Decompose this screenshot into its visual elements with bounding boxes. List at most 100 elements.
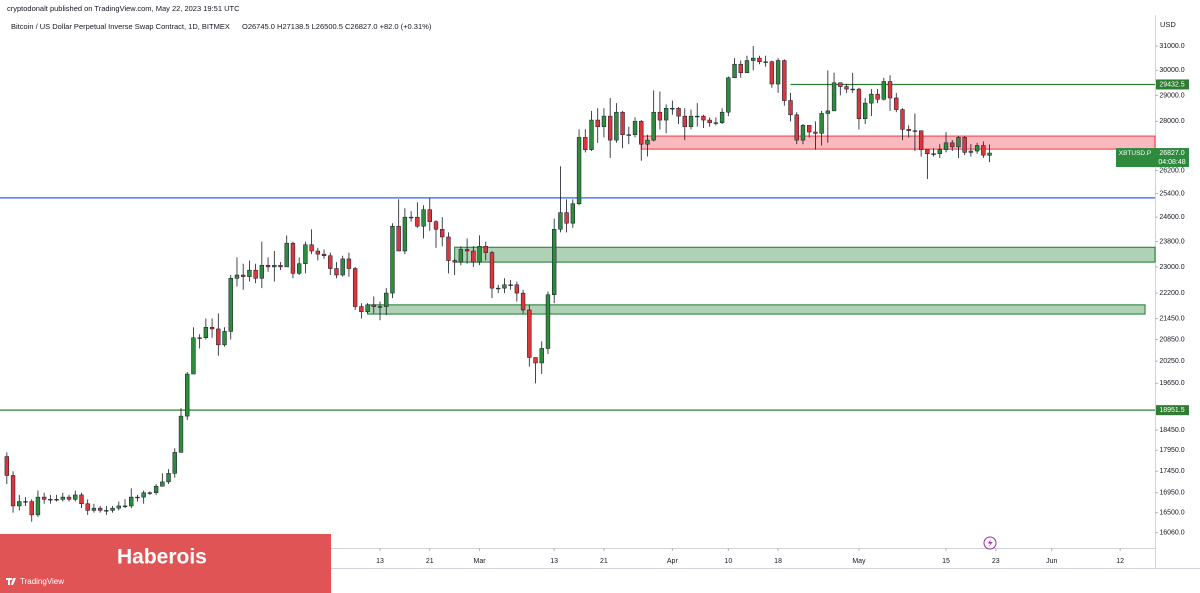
candle-body: [35, 496, 41, 516]
candle-body: [502, 284, 507, 289]
candle-body: [60, 496, 65, 500]
x-tick-label: Mar: [474, 558, 487, 565]
candle-body: [956, 137, 961, 148]
candle-body: [744, 60, 750, 74]
candle-body: [340, 258, 345, 276]
candle-body: [303, 244, 308, 264]
candle-body: [315, 250, 321, 255]
candle-body: [632, 121, 638, 135]
candle-body: [222, 331, 227, 346]
x-tick-label: 13: [550, 558, 558, 565]
y-tick-label: 16060.0: [1159, 529, 1184, 536]
y-tick-label: 17450.0: [1159, 468, 1184, 475]
candle-body: [583, 137, 588, 150]
candle-body: [701, 115, 706, 121]
candle-body: [446, 236, 451, 261]
candle-body: [408, 216, 414, 219]
candle-body: [751, 57, 756, 61]
zone: [640, 135, 1156, 150]
candle-body: [639, 121, 644, 145]
candle-body: [415, 216, 420, 227]
logo-icon: [6, 578, 16, 585]
y-tick-label: 23800.0: [1159, 238, 1184, 245]
candle-body: [875, 93, 880, 100]
candle-body: [129, 496, 134, 507]
y-tick-label: 21450.0: [1159, 315, 1184, 322]
last-price-label: 26827.0: [1159, 150, 1184, 157]
candle-body: [819, 113, 824, 134]
y-tick-label: 18450.0: [1159, 427, 1184, 434]
watermark: Haberois: [117, 546, 207, 569]
candle-body: [209, 326, 215, 330]
y-tick-label: 20250.0: [1159, 358, 1184, 365]
candle-body: [912, 130, 918, 132]
x-tick-label: 13: [376, 558, 384, 565]
candle-body: [769, 61, 775, 85]
candle-body: [558, 212, 563, 230]
candle-body: [48, 499, 53, 501]
candle-body: [894, 97, 899, 110]
x-tick-label: 21: [426, 558, 434, 565]
candle-body: [663, 108, 669, 121]
candle-body: [4, 456, 10, 476]
candle-body: [290, 242, 296, 274]
y-tick-label: 31000.0: [1159, 43, 1184, 50]
candle-body: [831, 82, 837, 112]
candle-body: [620, 111, 625, 135]
level-label: 29432.5: [1159, 81, 1184, 88]
candle-body: [483, 246, 488, 253]
candle-body: [241, 274, 246, 277]
x-tick-label: 12: [1116, 558, 1124, 565]
x-tick-label: May: [852, 558, 866, 565]
candle-body: [197, 337, 202, 339]
candle-body: [166, 473, 171, 483]
candle-body: [359, 306, 364, 312]
candle-body: [707, 119, 712, 123]
y-tick-label: 29000.0: [1159, 92, 1184, 99]
candle-body: [676, 108, 681, 117]
candle-body: [900, 109, 905, 130]
candle-body: [10, 475, 16, 507]
candle-body: [284, 242, 289, 268]
candle-body: [695, 115, 700, 118]
level-tag: [1156, 405, 1189, 416]
candle-body: [321, 253, 327, 256]
candle-body: [433, 221, 439, 230]
candle-body: [421, 209, 426, 227]
candle-body: [527, 309, 532, 358]
candle-body: [334, 268, 339, 276]
candle-body: [962, 137, 967, 153]
candle-body: [688, 115, 694, 127]
candle-body: [937, 149, 942, 155]
countdown-label: 04:08:48: [1158, 159, 1185, 166]
candle-body: [23, 501, 28, 503]
candle-body: [564, 212, 569, 224]
overlay: Haberois TradingView: [0, 534, 997, 593]
candle-body: [576, 137, 582, 204]
y-tick-label: 22200.0: [1159, 290, 1184, 297]
x-tick-label: 21: [600, 558, 608, 565]
published-line: cryptodonalt published on TradingView.co…: [7, 4, 240, 13]
candle-body: [813, 131, 818, 134]
candle-body: [775, 60, 781, 85]
candle-body: [396, 225, 401, 252]
logo: TradingView: [20, 577, 64, 586]
candle-body: [844, 86, 849, 90]
candle-body: [918, 130, 924, 150]
ohlc-label: O26745.0 H27138.5 L26500.5 C26827.0 +82.…: [242, 22, 432, 31]
event-icon-bolt: [988, 539, 993, 547]
candle-body: [807, 125, 812, 133]
y-tick-label: 16950.0: [1159, 490, 1184, 497]
level-label: 18951.5: [1159, 407, 1184, 414]
x-tick-label: 23: [992, 558, 1000, 565]
candle-body: [489, 252, 495, 289]
candle-body: [178, 415, 184, 453]
candle-body: [850, 88, 855, 91]
candle-body: [384, 292, 389, 307]
candle-body: [570, 203, 576, 224]
candle-body: [551, 229, 557, 296]
candle-body: [496, 287, 501, 290]
candle-body: [968, 150, 974, 153]
zone: [367, 304, 1146, 315]
